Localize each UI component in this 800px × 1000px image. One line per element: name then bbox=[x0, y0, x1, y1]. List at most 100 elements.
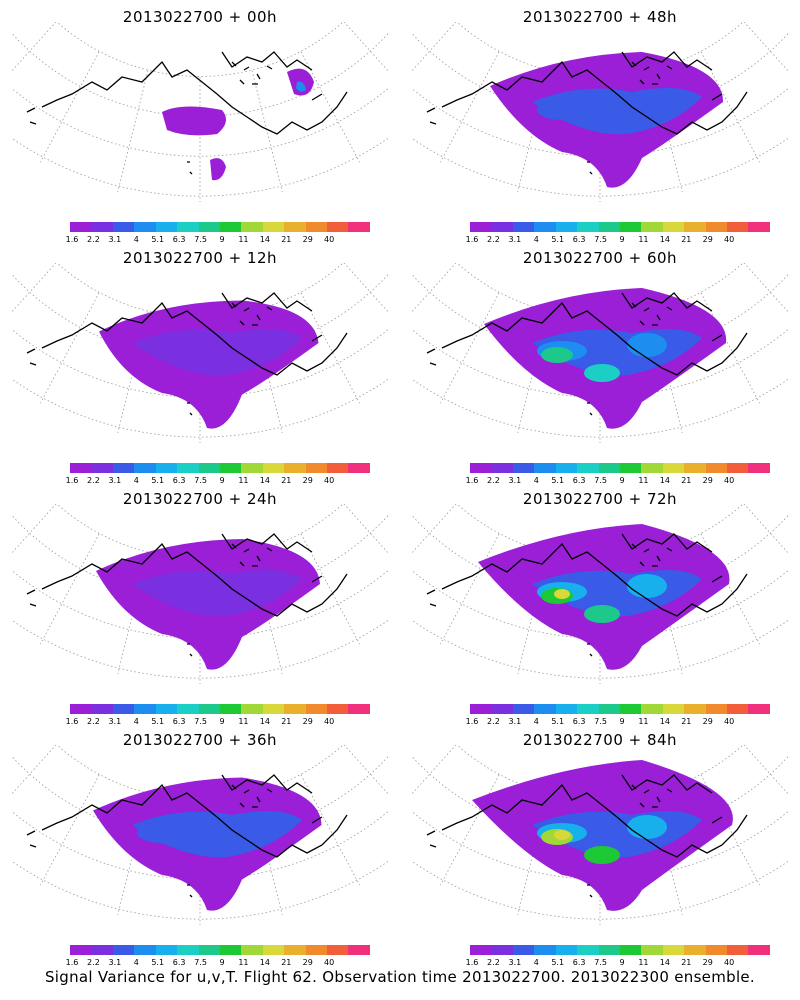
colorbar-tick-label: 40 bbox=[324, 717, 335, 726]
colorbar-swatch bbox=[619, 945, 642, 955]
colorbar-labels: 1.6 2.2 3.1 4 5.1 6.3 7.5 9 11 14 21 29 40 bbox=[66, 958, 370, 968]
colorbar-tick-label: 6.3 bbox=[572, 235, 586, 244]
colorbar-swatch bbox=[534, 945, 556, 955]
colorbar-swatch bbox=[219, 222, 242, 232]
colorbar-labels: 1.6 2.2 3.1 4 5.1 6.3 7.5 9 11 14 21 29 40 bbox=[66, 717, 370, 727]
variance-field bbox=[99, 300, 319, 429]
colorbar-tick-label: 9 bbox=[219, 958, 225, 967]
colorbar-labels: 1.6 2.2 3.1 4 5.1 6.3 7.5 9 11 14 21 29 40 bbox=[466, 717, 770, 727]
colorbar-tick-label: 3.1 bbox=[108, 235, 122, 244]
colorbar-tick-label: 6.3 bbox=[172, 476, 186, 485]
colorbar-swatch bbox=[470, 704, 492, 714]
projection-map bbox=[12, 263, 388, 443]
panel-title: 2013022700 + 60h bbox=[522, 249, 678, 267]
colorbar bbox=[470, 945, 770, 955]
colorbar-tick-label: 7.5 bbox=[594, 958, 607, 967]
projection-map bbox=[412, 745, 788, 925]
colorbar-tick-label: 3.1 bbox=[108, 717, 122, 726]
colorbar-tick-label: 14 bbox=[659, 476, 670, 485]
panel-title: 2013022700 + 12h bbox=[122, 249, 278, 267]
colorbar-swatch bbox=[348, 704, 370, 714]
colorbar-swatch bbox=[662, 945, 685, 955]
colorbar-tick-label: 14 bbox=[659, 958, 670, 967]
colorbar-tick-label: 5.1 bbox=[551, 476, 565, 485]
colorbar-tick-label: 5.1 bbox=[551, 717, 565, 726]
colorbar-tick-label: 3.1 bbox=[508, 958, 522, 967]
colorbar-labels: 1.6 2.2 3.1 4 5.1 6.3 7.5 9 11 14 21 29 40 bbox=[466, 235, 770, 245]
variance-field bbox=[96, 539, 320, 670]
colorbar-swatch bbox=[91, 945, 113, 955]
colorbar-swatch bbox=[305, 945, 328, 955]
colorbar-tick-label: 3.1 bbox=[108, 476, 122, 485]
colorbar-tick-label: 9 bbox=[619, 717, 625, 726]
map-panel: 2013022700 + 00h 1.6 2.2 3.1 4 5.1 6.3 7.5 9 11 14… bbox=[10, 0, 390, 245]
colorbar-swatch bbox=[241, 704, 263, 714]
colorbar-tick-label: 29 bbox=[302, 476, 313, 485]
colorbar-tick-label: 2.2 bbox=[87, 958, 100, 967]
colorbar-tick-label: 6.3 bbox=[172, 717, 186, 726]
colorbar-tick-label: 5.1 bbox=[151, 958, 165, 967]
figure-caption: Signal Variance for u,v,T. Flight 62. Ob… bbox=[44, 968, 756, 986]
colorbar-tick-label: 21 bbox=[681, 235, 692, 244]
colorbar-tick-label: 7.5 bbox=[194, 476, 207, 485]
colorbar-tick-label: 40 bbox=[324, 235, 335, 244]
colorbar-swatch bbox=[70, 463, 92, 473]
colorbar-tick-label: 4 bbox=[533, 958, 539, 967]
colorbar-tick-label: 1.6 bbox=[65, 235, 79, 244]
projection-map bbox=[12, 22, 388, 202]
colorbar-swatch bbox=[512, 704, 535, 714]
colorbar-swatch bbox=[534, 463, 556, 473]
colorbar-swatch bbox=[684, 704, 706, 714]
colorbar-swatch bbox=[577, 222, 599, 232]
colorbar-tick-label: 5.1 bbox=[551, 235, 565, 244]
colorbar-tick-label: 14 bbox=[259, 235, 270, 244]
colorbar-tick-label: 14 bbox=[659, 717, 670, 726]
colorbar-tick-label: 3.1 bbox=[108, 958, 122, 967]
colorbar-tick-label: 29 bbox=[702, 235, 713, 244]
colorbar-swatch bbox=[284, 222, 306, 232]
colorbar-tick-label: 4 bbox=[133, 235, 139, 244]
colorbar-swatch bbox=[577, 945, 599, 955]
colorbar-tick-label: 21 bbox=[281, 717, 292, 726]
colorbar-tick-label: 21 bbox=[281, 476, 292, 485]
colorbar-tick-label: 29 bbox=[702, 476, 713, 485]
colorbar-swatch bbox=[262, 945, 285, 955]
colorbar-labels: 1.6 2.2 3.1 4 5.1 6.3 7.5 9 11 14 21 29 40 bbox=[66, 235, 370, 245]
colorbar-tick-label: 6.3 bbox=[172, 235, 186, 244]
colorbar-swatch bbox=[305, 222, 328, 232]
colorbar-tick-label: 6.3 bbox=[572, 958, 586, 967]
colorbar-swatch bbox=[748, 704, 770, 714]
colorbar-swatch bbox=[534, 704, 556, 714]
colorbar-swatch bbox=[155, 945, 178, 955]
colorbar-swatch bbox=[262, 463, 285, 473]
colorbar-tick-label: 9 bbox=[219, 717, 225, 726]
colorbar-tick-label: 21 bbox=[681, 958, 692, 967]
projection-map bbox=[12, 745, 388, 925]
colorbar-swatch bbox=[577, 704, 599, 714]
colorbar-tick-label: 29 bbox=[302, 717, 313, 726]
colorbar-tick-label: 4 bbox=[533, 717, 539, 726]
colorbar-tick-label: 11 bbox=[638, 717, 649, 726]
colorbar-tick-label: 2.2 bbox=[87, 476, 100, 485]
colorbar-swatch bbox=[598, 945, 620, 955]
colorbar-swatch bbox=[327, 463, 349, 473]
projection-map bbox=[412, 263, 788, 443]
colorbar-swatch bbox=[198, 222, 220, 232]
colorbar-tick-label: 40 bbox=[724, 958, 735, 967]
colorbar-tick-label: 1.6 bbox=[465, 476, 479, 485]
colorbar-labels: 1.6 2.2 3.1 4 5.1 6.3 7.5 9 11 14 21 29 40 bbox=[66, 476, 370, 486]
colorbar-swatch bbox=[727, 463, 749, 473]
colorbar bbox=[470, 704, 770, 714]
colorbar bbox=[70, 222, 370, 232]
colorbar-swatch bbox=[470, 463, 492, 473]
colorbar-swatch bbox=[662, 704, 685, 714]
colorbar-swatch bbox=[619, 463, 642, 473]
colorbar-tick-label: 4 bbox=[533, 235, 539, 244]
colorbar-swatch bbox=[241, 222, 263, 232]
colorbar-swatch bbox=[512, 222, 535, 232]
colorbar-swatch bbox=[284, 704, 306, 714]
colorbar-tick-label: 7.5 bbox=[194, 717, 207, 726]
colorbar-swatch bbox=[598, 704, 620, 714]
colorbar-swatch bbox=[491, 222, 513, 232]
colorbar-swatch bbox=[598, 222, 620, 232]
